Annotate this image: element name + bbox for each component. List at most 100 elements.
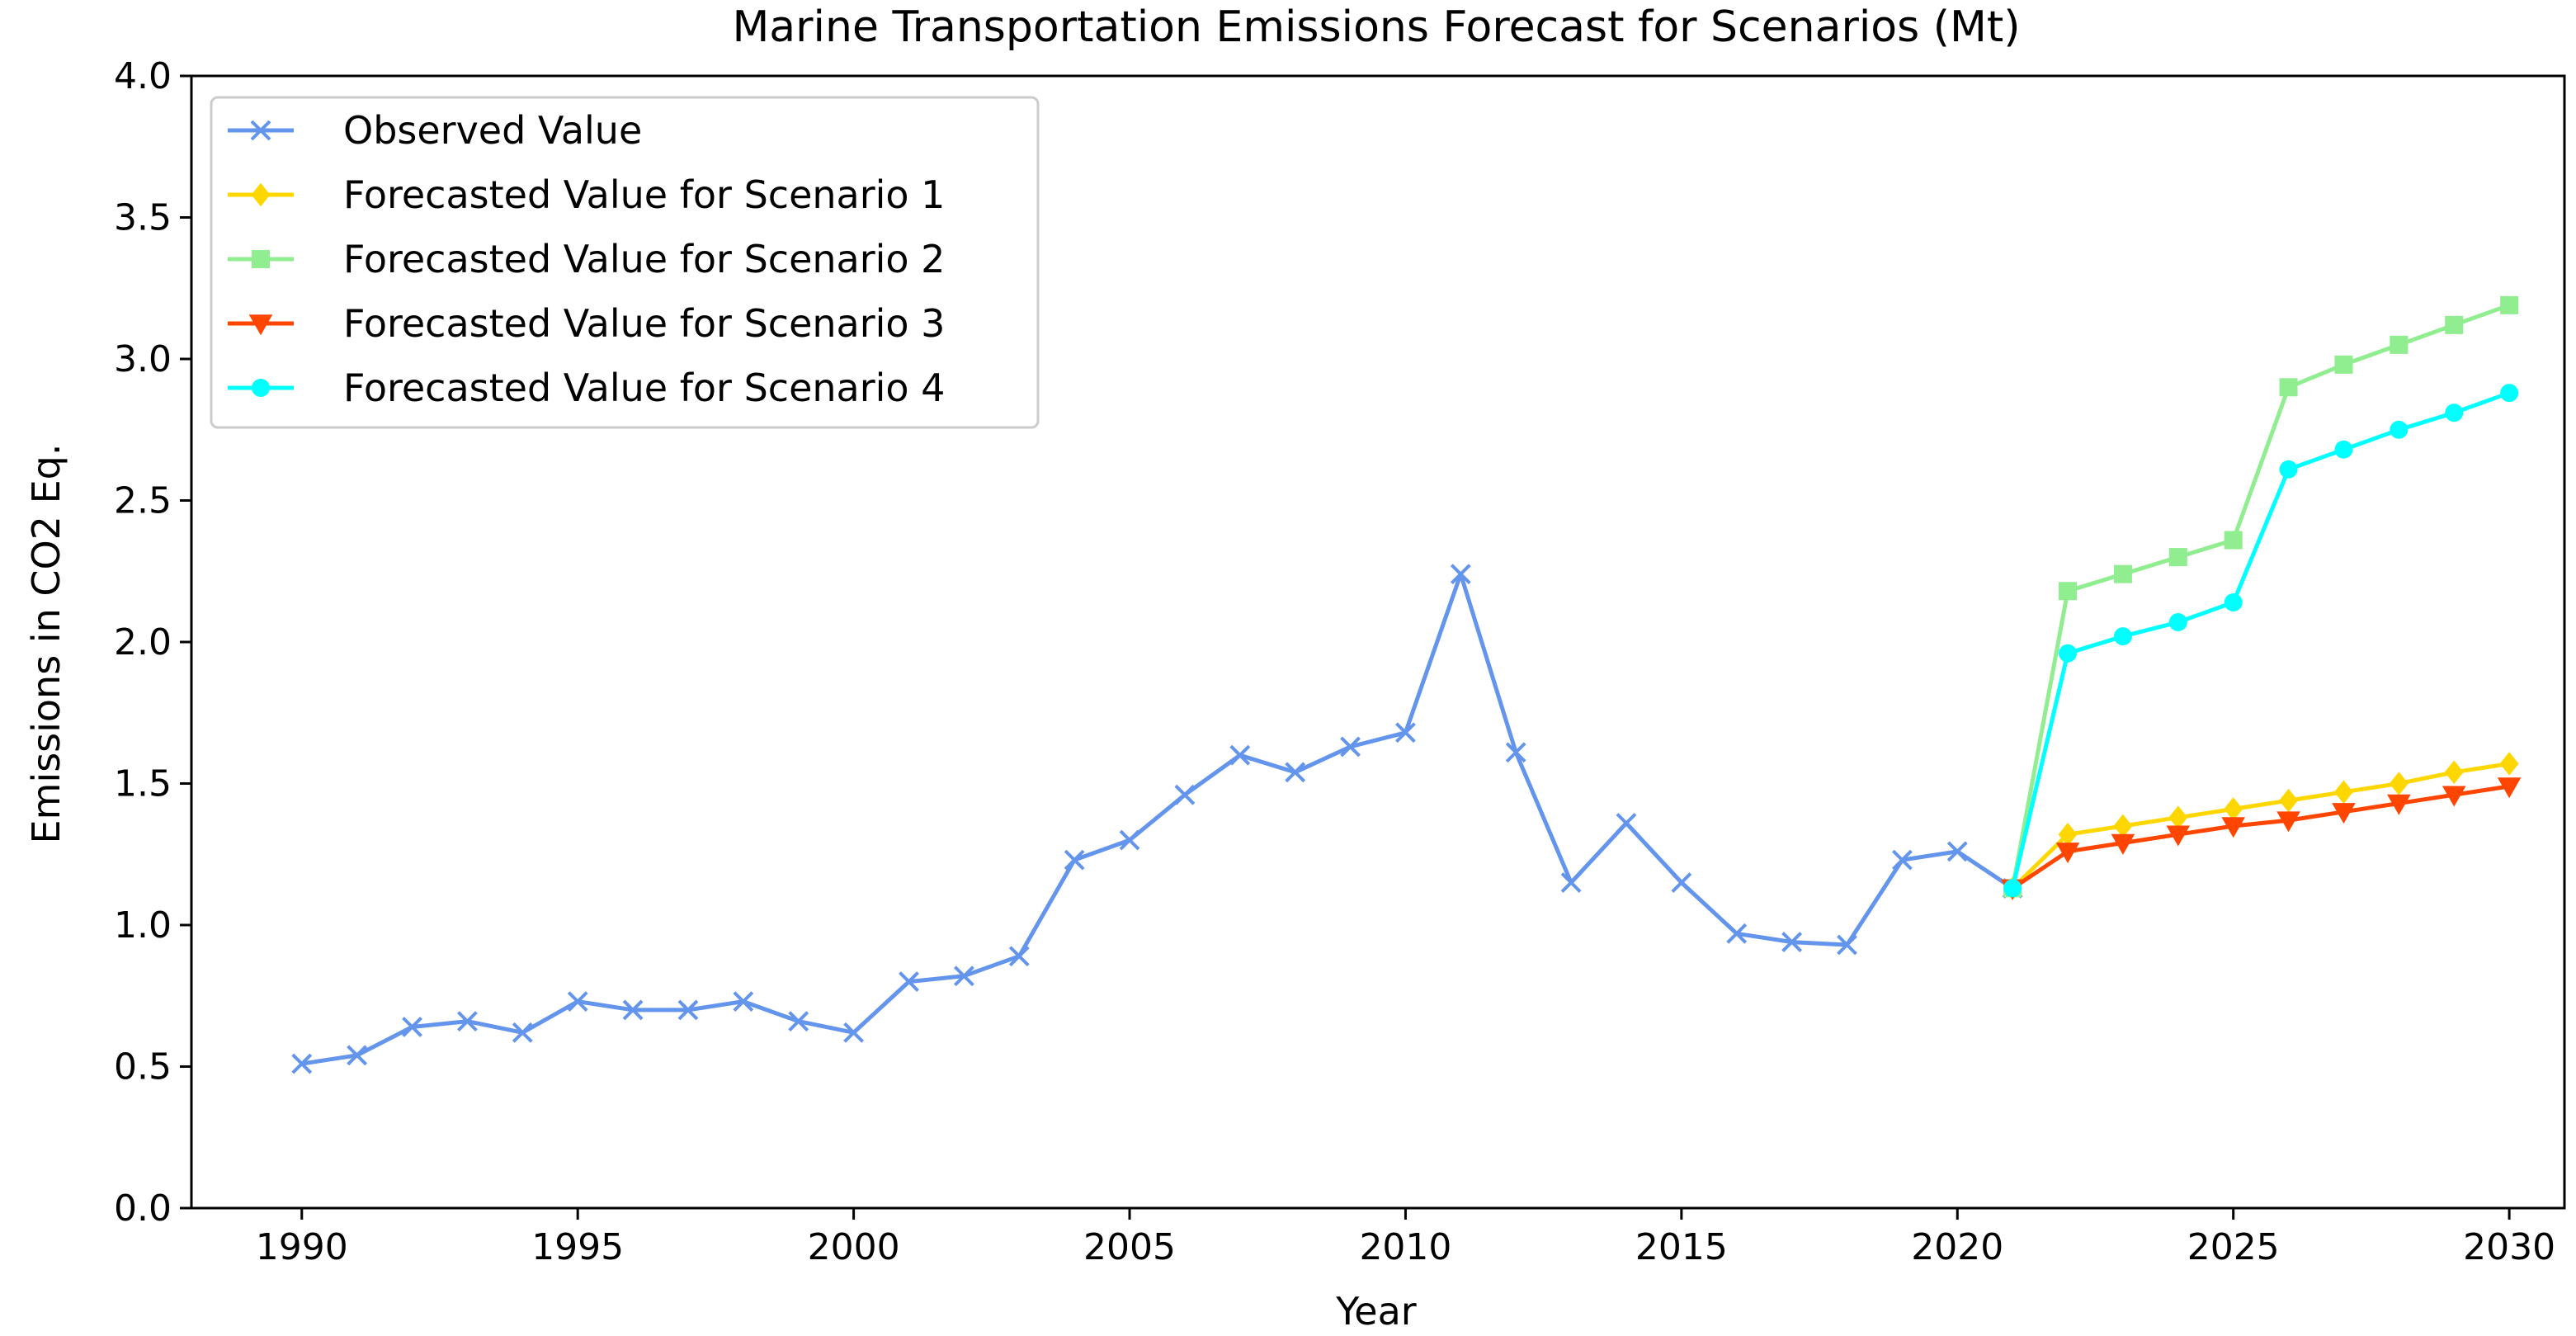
series-4 (2000, 777, 2522, 900)
data-point (2168, 805, 2188, 829)
data-point (2221, 817, 2245, 838)
data-point (2059, 582, 2078, 601)
legend-marker (248, 314, 273, 336)
x-axis-label: Year (1335, 1289, 1416, 1334)
data-point (1285, 762, 1306, 783)
data-point (2497, 777, 2522, 799)
data-point (2166, 825, 2191, 847)
legend-item-5: Forecasted Value for Scenario 4 (228, 366, 945, 410)
series-5 (2003, 384, 2519, 898)
series-1 (291, 564, 2023, 1074)
data-point (347, 1045, 368, 1066)
data-point (1064, 849, 1085, 871)
y-tick-label: 1.0 (114, 904, 172, 947)
axes: 1990 1995 2000 2005 2010 2015 2020 2025 2030 0.0 0… (114, 55, 2566, 1268)
data-point (622, 999, 644, 1021)
data-point (2224, 797, 2243, 821)
data-point (457, 1011, 478, 1032)
legend-box (210, 96, 1040, 429)
x-tick-label: 2020 (1911, 1226, 2003, 1268)
legend-marker (250, 120, 271, 141)
data-point (2168, 612, 2187, 631)
legend-marker (252, 250, 270, 268)
data-point (2389, 772, 2409, 795)
data-point (2390, 420, 2409, 439)
data-point (2276, 811, 2300, 833)
data-point (2003, 879, 2022, 898)
data-point (291, 1053, 313, 1074)
y-axis-label: Emissions in CO2 Eq. (24, 444, 68, 844)
data-point (2113, 627, 2132, 646)
data-point (1891, 849, 1913, 871)
data-point (899, 971, 919, 993)
series-line-5 (2010, 390, 2510, 889)
data-point (2444, 760, 2464, 785)
legend-label: Observed Value (343, 108, 642, 153)
y-tick-label: 0.0 (114, 1187, 172, 1230)
data-point (1395, 722, 1416, 744)
data-point (2334, 780, 2353, 805)
data-point (2055, 843, 2080, 864)
y-tick-label: 0.5 (114, 1046, 172, 1088)
data-point (2445, 315, 2464, 334)
data-point (1560, 872, 1582, 893)
x-tick-label: 2000 (808, 1226, 900, 1268)
data-point (2387, 794, 2411, 815)
data-point (2442, 786, 2466, 807)
data-point (2279, 460, 2298, 479)
legend-label: Forecasted Value for Scenario 1 (343, 172, 945, 217)
y-tick-label: 4.0 (114, 55, 172, 97)
data-point (788, 1011, 809, 1032)
legend-item-3: Forecasted Value for Scenario 2 (228, 237, 945, 281)
data-point (2059, 644, 2078, 663)
series-line-3 (2010, 303, 2510, 889)
series-line-1 (301, 572, 2014, 1066)
data-point (1119, 829, 1140, 851)
y-tick-label: 3.5 (114, 197, 172, 239)
data-point (2224, 592, 2243, 611)
data-point (843, 1022, 865, 1043)
y-tick-label: 2.5 (114, 480, 172, 522)
legend-marker (252, 379, 270, 397)
data-point (1781, 932, 1803, 952)
x-tick-label: 1990 (256, 1226, 348, 1268)
data-point (2500, 295, 2519, 314)
x-tick-label: 2015 (1635, 1226, 1728, 1268)
data-point (1671, 872, 1692, 893)
data-point (1616, 813, 1637, 833)
y-tick-label: 3.0 (114, 338, 172, 380)
data-point (567, 991, 588, 1013)
data-point (1837, 934, 1857, 956)
data-point (1229, 744, 1251, 766)
data-point (2334, 355, 2353, 374)
data-point (677, 999, 699, 1021)
data-point (2279, 788, 2299, 813)
legend-label: Forecasted Value for Scenario 3 (343, 301, 945, 346)
y-tick-label: 2.0 (114, 621, 172, 663)
data-point (2279, 378, 2298, 397)
data-point (2500, 384, 2519, 403)
x-tick-label: 2010 (1359, 1226, 1451, 1268)
data-point (2499, 752, 2519, 776)
series-line-2 (2011, 762, 2510, 890)
y-tick-label: 1.5 (114, 763, 172, 805)
legend-label: Forecasted Value for Scenario 2 (343, 237, 945, 281)
data-point (1174, 784, 1196, 805)
data-point (2332, 803, 2356, 824)
data-point (512, 1022, 533, 1043)
data-point (733, 991, 754, 1013)
legend-label: Forecasted Value for Scenario 4 (343, 366, 945, 410)
data-point (2224, 531, 2243, 550)
series-2 (2003, 752, 2519, 900)
data-point (2111, 833, 2135, 855)
x-tick-label: 2005 (1083, 1226, 1176, 1268)
data-point (2334, 440, 2353, 459)
data-point (953, 965, 974, 987)
chart-title: Marine Transportation Emissions Forecast… (732, 2, 2020, 52)
data-point (2445, 404, 2464, 423)
data-point (1726, 923, 1748, 944)
data-point (2113, 564, 2132, 583)
x-tick-label: 1995 (531, 1226, 624, 1268)
data-point (2390, 335, 2409, 354)
